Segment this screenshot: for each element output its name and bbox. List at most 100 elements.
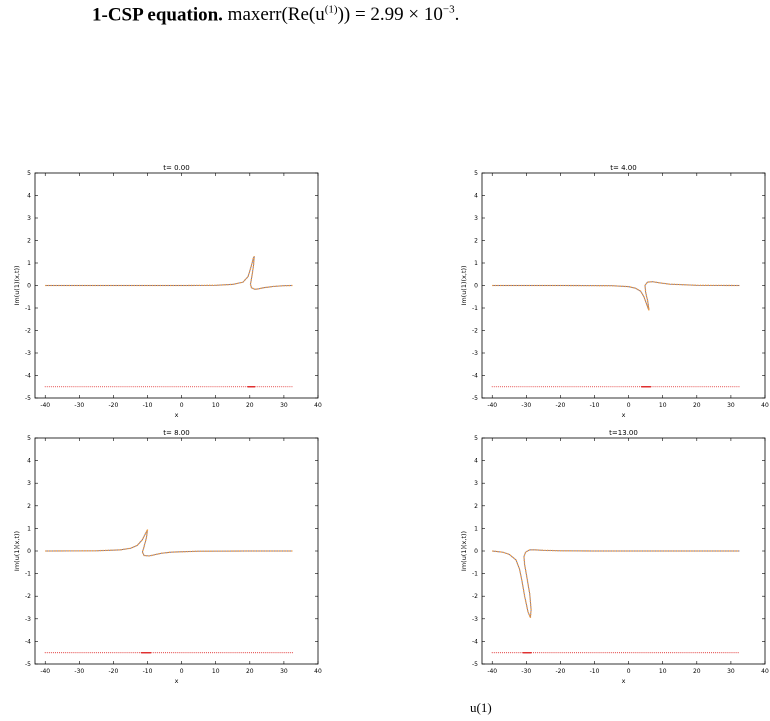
chart-panel-1: t= 0.00-40 -30 -20 -10 0 10 20 30 40-5-4-3-2-101…: [13, 164, 322, 419]
mesh-point: [491, 652, 493, 654]
mesh-point: [618, 652, 621, 654]
mesh-point: [275, 386, 277, 388]
mesh-point: [713, 652, 715, 654]
mesh-point: [216, 652, 218, 654]
mesh-point: [254, 386, 256, 388]
mesh-point: [197, 652, 199, 654]
x-tick-label: 20: [693, 402, 701, 409]
mesh-point: [106, 386, 108, 388]
mesh-point: [175, 652, 177, 654]
mesh-point: [623, 652, 625, 654]
mesh-point: [514, 386, 516, 388]
mesh-point: [598, 386, 600, 388]
mesh-point: [735, 652, 737, 654]
mesh-point: [678, 652, 680, 654]
mesh-point: [539, 652, 541, 654]
mesh-point: [600, 652, 602, 654]
mesh-point: [154, 652, 156, 654]
mesh-point: [704, 652, 706, 654]
mesh-point: [546, 386, 549, 388]
mesh-point: [702, 652, 704, 654]
y-tick-label: -3: [472, 350, 478, 357]
mesh-point: [77, 652, 79, 654]
x-tick-label: 30: [727, 668, 735, 675]
mesh-point: [593, 386, 596, 388]
x-tick-label: -10: [590, 402, 600, 409]
mesh-point: [561, 652, 563, 654]
numeric-solution-line: [45, 529, 293, 557]
x-tick-label: 20: [246, 668, 254, 675]
mesh-point: [543, 652, 545, 654]
mesh-point: [244, 652, 246, 654]
mesh-point: [526, 386, 528, 388]
mesh-point: [691, 386, 693, 388]
mesh-point: [565, 652, 567, 654]
mesh-point: [158, 652, 160, 654]
mesh-point: [262, 386, 264, 388]
mesh-point: [676, 652, 678, 654]
mesh-point: [112, 386, 114, 388]
mesh-point: [700, 652, 702, 654]
mesh-point: [658, 386, 660, 388]
mesh-point: [499, 386, 501, 388]
mesh-point: [580, 652, 582, 654]
mesh-point: [65, 386, 67, 388]
mesh-point: [108, 386, 110, 388]
mesh-point: [189, 652, 191, 654]
mesh-point: [545, 652, 547, 654]
mesh-point: [281, 652, 283, 654]
mesh-point: [272, 386, 275, 388]
mesh-point: [130, 386, 132, 388]
mesh-point: [604, 652, 606, 654]
mesh-point: [641, 652, 643, 654]
mesh-point: [216, 386, 218, 388]
mesh-point: [594, 652, 596, 654]
mesh-point: [271, 652, 273, 654]
mesh-point: [695, 386, 697, 388]
mesh-point: [651, 652, 653, 654]
mesh-point: [212, 386, 214, 388]
mesh-point: [697, 386, 699, 388]
caption-metric-exp: −3: [442, 4, 455, 16]
x-axis-label: x: [175, 677, 179, 685]
y-tick-label: -3: [472, 616, 478, 623]
mesh-point: [126, 652, 128, 654]
mesh-point: [551, 386, 553, 388]
mesh-point: [218, 386, 220, 388]
mesh-point: [116, 652, 118, 654]
mesh-point: [146, 386, 149, 388]
mesh-point: [588, 652, 590, 654]
mesh-point: [156, 652, 158, 654]
mesh-point: [710, 652, 713, 654]
mesh-point: [559, 386, 561, 388]
mesh-point: [181, 652, 183, 654]
mesh-point: [614, 652, 616, 654]
mesh-point: [179, 652, 181, 654]
mesh-point: [732, 386, 734, 388]
mesh-point: [567, 386, 569, 388]
mesh-point: [652, 386, 654, 388]
y-tick-label: 3: [27, 215, 31, 222]
mesh-point: [159, 386, 161, 388]
mesh-point: [563, 652, 565, 654]
mesh-point: [136, 386, 138, 388]
mesh-point: [128, 652, 130, 654]
mesh-point: [214, 652, 216, 654]
mesh-point: [289, 652, 291, 654]
mesh-point: [586, 652, 588, 654]
mesh-point: [97, 386, 99, 388]
y-tick-label: 1: [474, 260, 478, 267]
mesh-point: [632, 386, 634, 388]
mesh-point: [50, 386, 52, 388]
y-tick-label: 5: [27, 170, 31, 177]
caption-metric-end: .: [454, 4, 460, 26]
mesh-point: [241, 386, 243, 388]
y-tick-label: 4: [27, 193, 31, 200]
mesh-point: [717, 386, 720, 388]
mesh-point: [724, 386, 726, 388]
mesh-point: [85, 386, 87, 388]
mesh-point: [542, 386, 544, 388]
mesh-point: [583, 386, 585, 388]
mesh-point: [269, 652, 271, 654]
x-tick-label: 40: [314, 668, 322, 675]
